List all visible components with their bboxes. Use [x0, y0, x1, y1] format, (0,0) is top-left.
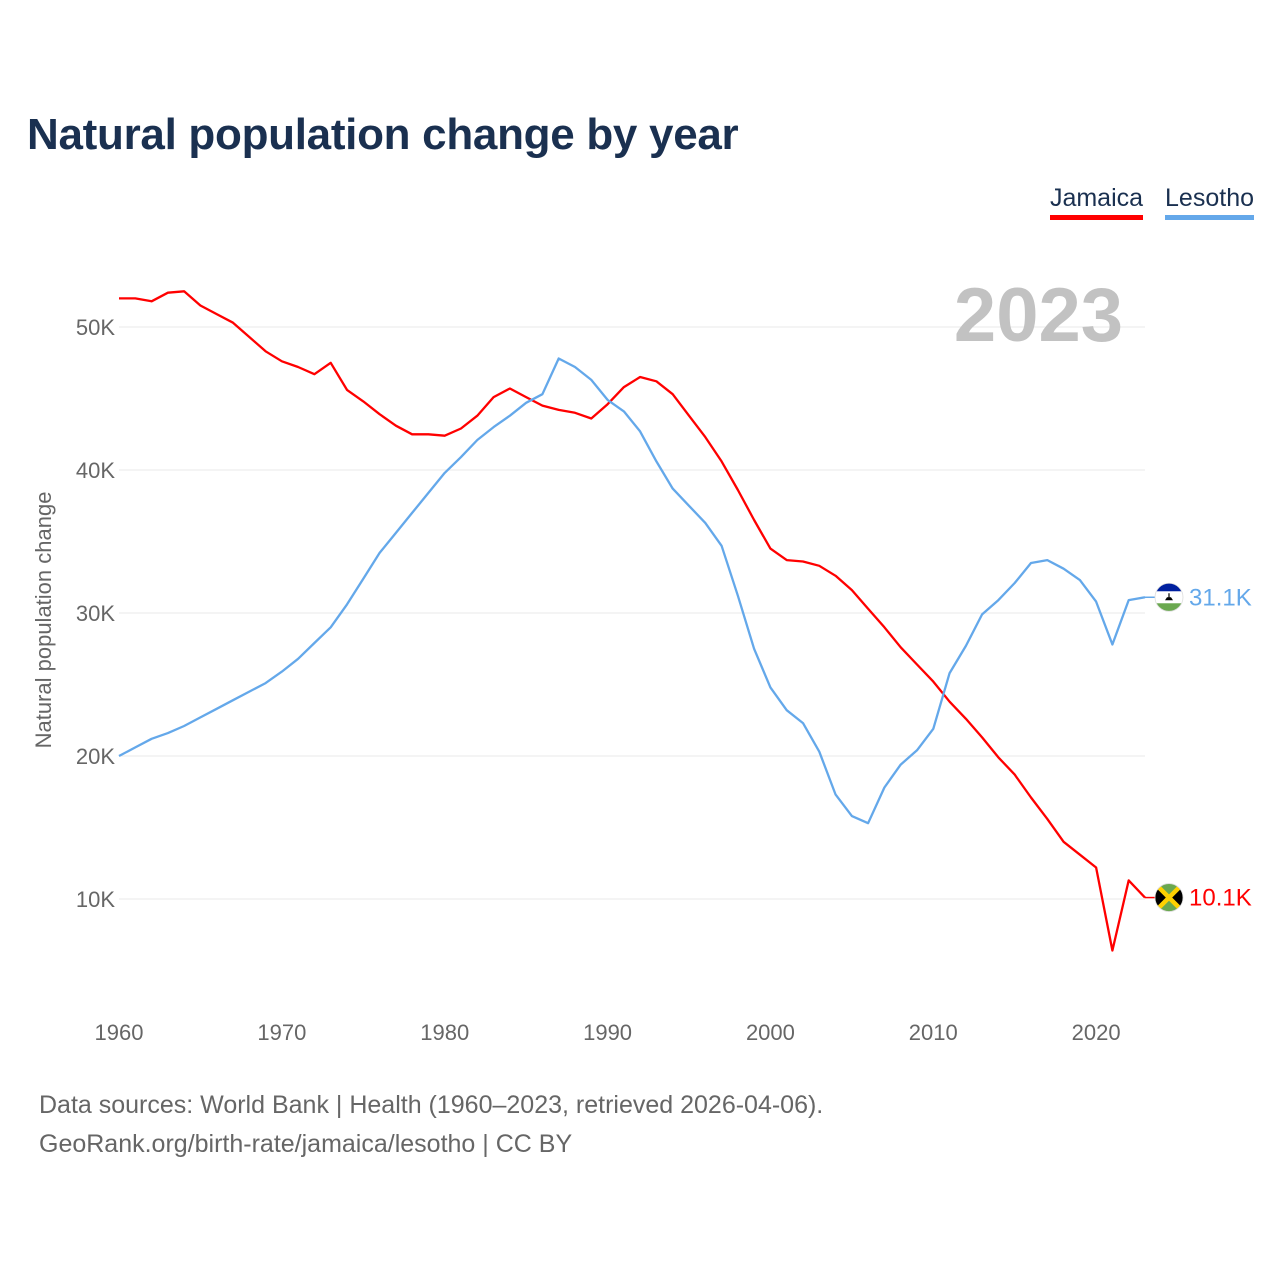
lesotho-flag-icon	[1154, 582, 1184, 612]
flag-border	[1154, 582, 1184, 612]
x-tick-label: 1990	[583, 1020, 632, 1045]
y-axis-label: Natural population change	[31, 492, 56, 749]
current-year-label: 2023	[954, 273, 1123, 358]
end-value-label: 31.1K	[1189, 584, 1252, 611]
series-line-jamaica	[119, 290, 1146, 952]
chart-title: Natural population change by year	[27, 110, 739, 159]
flag-body	[1155, 883, 1183, 912]
jamaica-flag-icon	[1154, 883, 1184, 912]
x-tick-label: 1980	[420, 1020, 469, 1045]
flag-green	[1155, 603, 1183, 612]
data-source-text: Data sources: World Bank | Health (1960–…	[39, 1091, 824, 1119]
y-tick-label: 50K	[76, 315, 115, 340]
y-tick-label: 40K	[76, 458, 115, 483]
source-link[interactable]: GeoRank.org/birth-rate/jamaica/lesotho |…	[39, 1130, 573, 1158]
x-tick-label: 2020	[1072, 1020, 1121, 1045]
y-tick-label: 30K	[76, 601, 115, 626]
legend-item-jamaica[interactable]: Jamaica	[1049, 184, 1144, 220]
end-value-label: 10.1K	[1189, 885, 1252, 912]
legend-item-lesotho[interactable]: Lesotho	[1165, 184, 1254, 220]
y-tick-label: 20K	[76, 744, 115, 769]
x-tick-label: 2000	[746, 1020, 795, 1045]
series-line-lesotho	[118, 357, 1146, 825]
y-tick-label: 10K	[76, 887, 115, 912]
x-tick-label: 2010	[909, 1020, 958, 1045]
x-tick-label: 1960	[95, 1020, 144, 1045]
legend: Jamaica Lesotho	[1049, 184, 1254, 220]
footer: Data sources: World Bank | Health (1960–…	[39, 1086, 823, 1164]
flag-body	[1155, 583, 1183, 612]
flag-border	[1154, 883, 1184, 912]
flag-saltire	[1155, 883, 1183, 912]
flag-blue	[1155, 583, 1183, 592]
hat-icon	[1165, 593, 1173, 601]
x-tick-label: 1970	[257, 1020, 306, 1045]
